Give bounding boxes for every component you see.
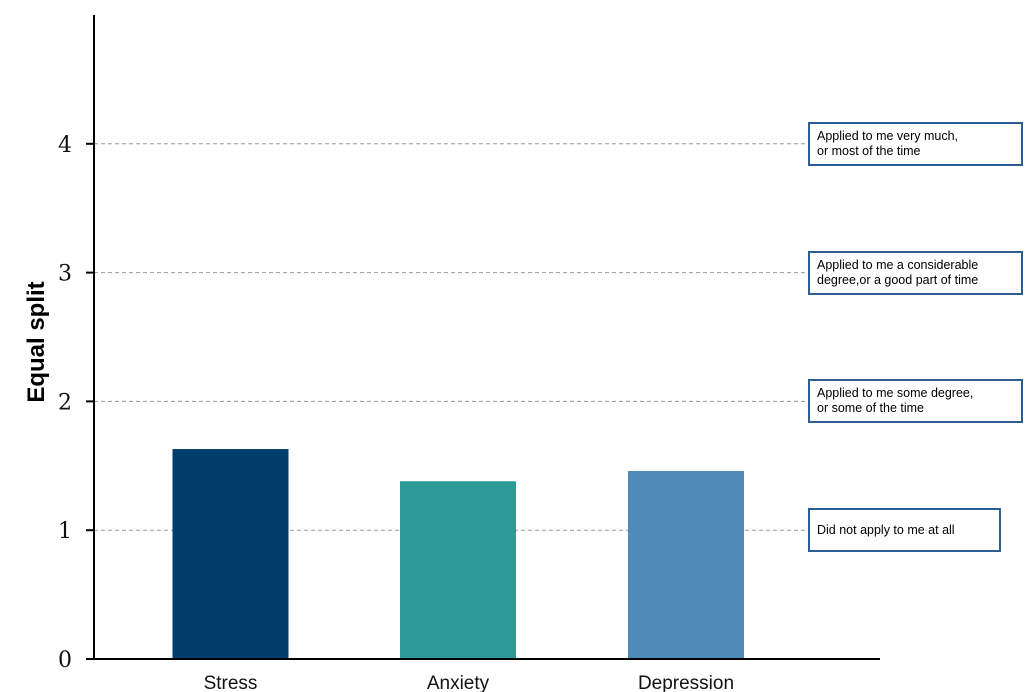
- annotation-box: Applied to me a considerable degree,or a…: [808, 250, 1023, 295]
- y-axis-label: Equal split: [23, 281, 50, 402]
- y-tick-label: 2: [58, 390, 72, 415]
- annotation-box: Applied to me some degree, or some of th…: [808, 379, 1023, 424]
- bar-stress: [172, 449, 289, 659]
- x-tick-labels: Stress Anxiety Depression: [204, 673, 734, 692]
- annotation-box: Applied to me very much, or most of the …: [808, 121, 1023, 166]
- y-tick-label: 0: [58, 648, 72, 673]
- annotation-box: Did not apply to me at all: [808, 508, 1001, 553]
- x-tick-label: Anxiety: [427, 673, 490, 692]
- y-ticks: 0 1 2 3 4: [58, 133, 94, 673]
- y-tick-label: 3: [58, 262, 72, 287]
- bars: [172, 449, 744, 659]
- bar-anxiety: [400, 481, 516, 659]
- y-tick-label: 4: [58, 133, 72, 158]
- bar-depression: [628, 470, 744, 659]
- y-tick-label: 1: [58, 519, 72, 544]
- x-tick-label: Stress: [204, 673, 258, 692]
- x-tick-label: Depression: [638, 673, 734, 692]
